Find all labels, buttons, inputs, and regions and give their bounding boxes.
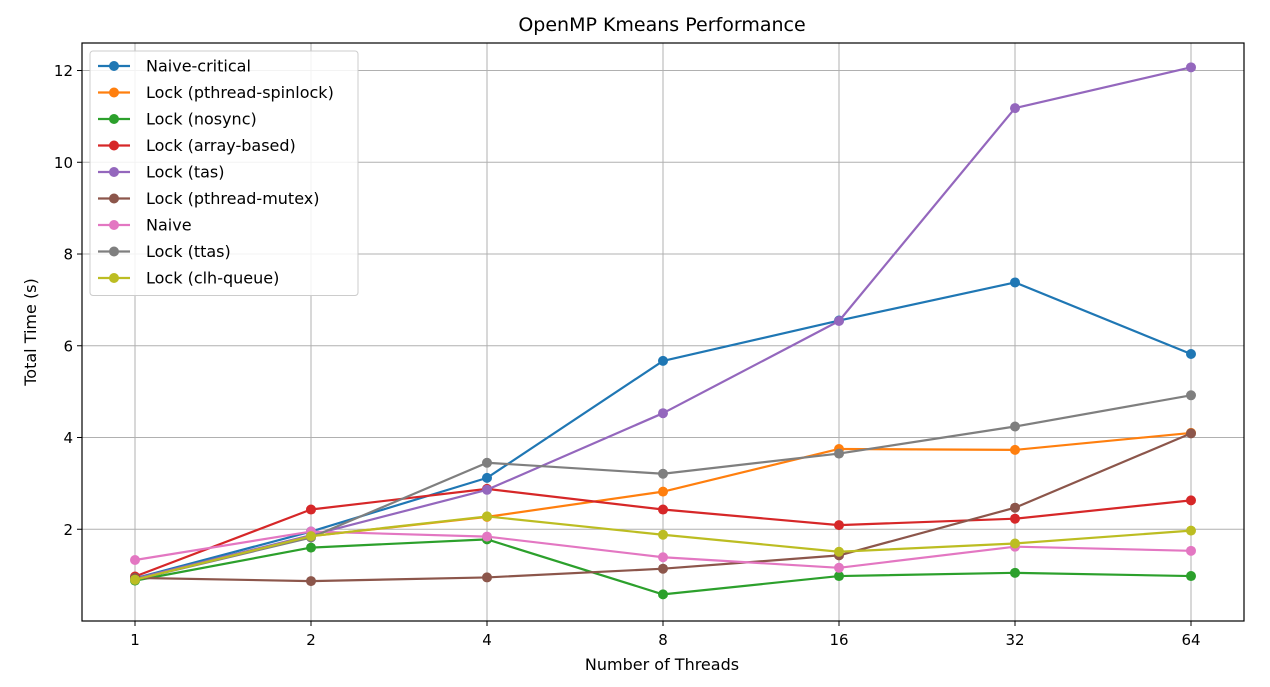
data-point — [1010, 567, 1020, 578]
data-point — [1010, 513, 1020, 524]
legend-swatch-marker — [109, 87, 119, 98]
x-tick-label: 2 — [306, 631, 316, 649]
legend-swatch-marker — [109, 193, 119, 204]
y-tick-label: 10 — [54, 154, 73, 172]
data-point — [482, 531, 492, 542]
data-point — [834, 562, 844, 573]
data-point — [658, 504, 668, 515]
x-axis-label: Number of Threads — [585, 655, 739, 674]
x-tick-label: 8 — [658, 631, 668, 649]
series-layer — [130, 62, 1196, 600]
data-point — [658, 589, 668, 600]
data-point — [834, 571, 844, 582]
data-point — [482, 572, 492, 583]
x-tick-label: 16 — [829, 631, 848, 649]
data-point — [1010, 277, 1020, 288]
data-point — [306, 531, 316, 542]
y-tick-label: 4 — [63, 429, 73, 447]
legend-label: Lock (array-based) — [146, 136, 296, 155]
data-point — [658, 529, 668, 540]
legend-item: Lock (array-based) — [98, 136, 296, 155]
legend-label: Lock (tas) — [146, 163, 224, 182]
legend-swatch-marker — [109, 114, 119, 124]
x-tick-label: 1 — [130, 631, 140, 649]
y-tick-label: 6 — [63, 337, 73, 355]
data-point — [482, 511, 492, 522]
legend-label: Naive-critical — [146, 57, 251, 76]
legend-item: Lock (pthread-mutex) — [98, 189, 319, 208]
data-point — [1186, 495, 1196, 506]
data-point — [1186, 571, 1196, 582]
data-point — [834, 315, 844, 326]
legend-item: Lock (clh-queue) — [98, 269, 279, 288]
data-point — [306, 542, 316, 553]
y-axis-label: Total Time (s) — [21, 278, 40, 387]
data-point — [1186, 545, 1196, 556]
legend-swatch-marker — [109, 61, 119, 71]
y-tick-label: 8 — [63, 246, 73, 264]
legend-item: Lock (pthread-spinlock) — [98, 83, 334, 102]
data-point — [658, 552, 668, 563]
data-point — [1186, 428, 1196, 439]
data-point — [1010, 421, 1020, 432]
legend-swatch-marker — [109, 246, 119, 257]
data-point — [1010, 502, 1020, 513]
data-point — [658, 355, 668, 366]
legend-label: Naive — [146, 216, 192, 235]
data-point — [130, 574, 140, 585]
legend-swatch-marker — [109, 220, 119, 230]
data-point — [1186, 349, 1196, 360]
legend-swatch-marker — [109, 140, 119, 151]
chart-title: OpenMP Kmeans Performance — [518, 14, 805, 36]
legend-box — [89, 50, 359, 296]
legend-label: Lock (clh-queue) — [146, 269, 279, 288]
data-point — [834, 448, 844, 459]
legend-swatch-marker — [109, 273, 119, 283]
legend-item: Lock (nosync) — [98, 110, 257, 129]
legend-label: Lock (nosync) — [146, 110, 257, 129]
data-point — [658, 408, 668, 419]
data-point — [1186, 62, 1196, 73]
data-point — [834, 546, 844, 557]
x-tick-label: 32 — [1005, 631, 1024, 649]
data-point — [658, 486, 668, 497]
x-tick-label: 64 — [1181, 631, 1200, 649]
y-axis: 2 4 6 8 10 12 — [54, 62, 82, 539]
legend-label: Lock (pthread-spinlock) — [146, 83, 334, 102]
legend-item: Lock (tas) — [98, 163, 224, 182]
data-point — [1186, 390, 1196, 401]
legend-item: Naive-critical — [98, 57, 251, 76]
data-point — [834, 520, 844, 531]
legend-item: Naive — [98, 216, 192, 235]
data-point — [306, 504, 316, 515]
x-tick-label: 4 — [482, 631, 492, 649]
legend-item: Lock (ttas) — [98, 242, 231, 261]
y-tick-label: 2 — [63, 521, 73, 539]
data-point — [658, 563, 668, 574]
series-lock-clh-queue — [130, 511, 1196, 585]
data-point — [482, 472, 492, 483]
data-point — [1010, 103, 1020, 114]
data-point — [1186, 525, 1196, 536]
data-point — [1010, 538, 1020, 549]
data-point — [482, 457, 492, 468]
data-point — [482, 484, 492, 495]
legend-label: Lock (ttas) — [146, 242, 231, 261]
legend-swatch-marker — [109, 167, 119, 177]
legend: Naive-critical Lock (pthread-spinlock) Loc… — [89, 50, 359, 296]
legend-label: Lock (pthread-mutex) — [146, 189, 319, 208]
data-point — [1010, 444, 1020, 455]
data-point — [306, 576, 316, 587]
x-axis: 1 2 4 8 16 32 64 — [130, 621, 1201, 649]
data-point — [658, 468, 668, 479]
data-point — [130, 554, 140, 565]
y-tick-label: 12 — [54, 62, 73, 80]
